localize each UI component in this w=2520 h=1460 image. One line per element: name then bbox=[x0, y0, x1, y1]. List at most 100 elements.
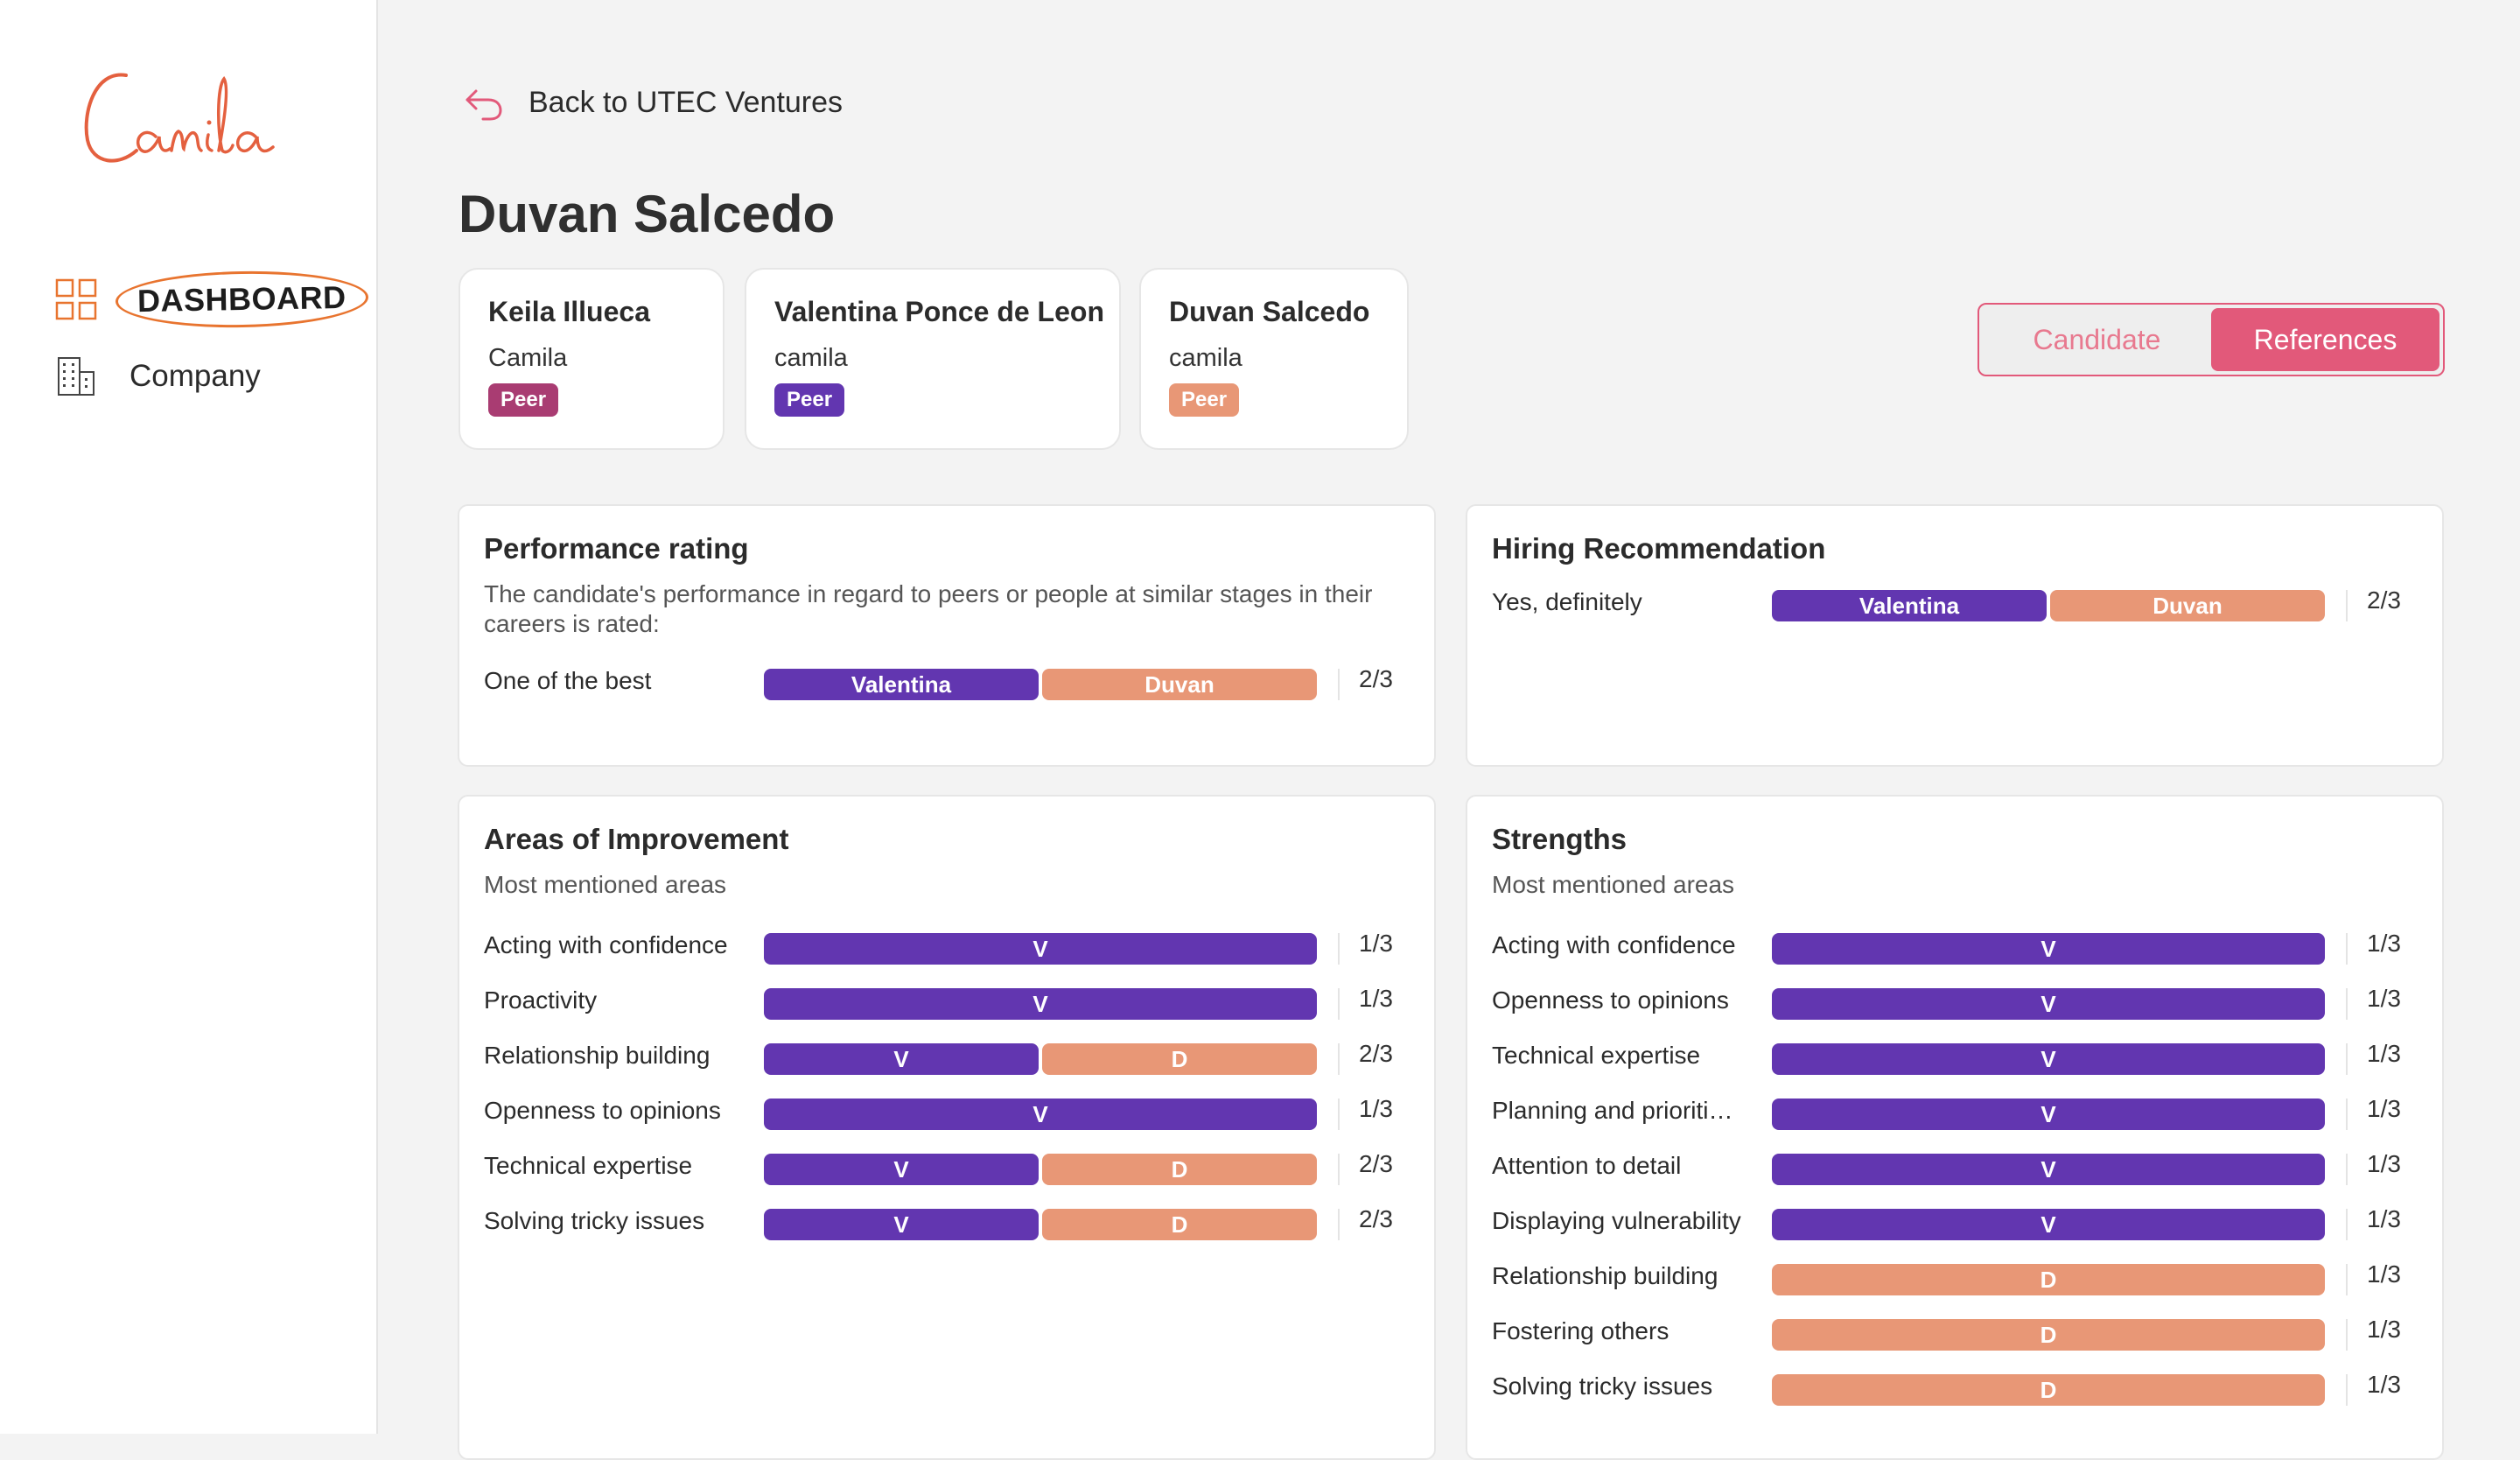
divider bbox=[1338, 1099, 1340, 1130]
reference-bar: V bbox=[1772, 933, 2325, 965]
response-count: 1/3 bbox=[1359, 930, 1393, 957]
divider bbox=[2346, 1209, 2348, 1240]
candidate-tab[interactable]: Candidate bbox=[2033, 323, 2161, 355]
page-title: Duvan Salcedo bbox=[458, 185, 836, 243]
answer-label: Displaying vulnerability bbox=[1492, 1207, 1741, 1234]
sidebar-item-company[interactable]: Company bbox=[54, 354, 261, 398]
answer-row: Technical expertise V D 2/3 bbox=[484, 1148, 1411, 1185]
sidebar-item-label: Company bbox=[130, 359, 261, 393]
areas-of-improvement-panel: Areas of Improvement Most mentioned area… bbox=[458, 795, 1436, 1460]
panel-title: Hiring Recommendation bbox=[1492, 532, 1826, 565]
divider bbox=[1338, 933, 1340, 965]
panel-subtitle: Most mentioned areas bbox=[484, 871, 727, 898]
bar-segment-purple: V bbox=[1772, 1154, 2325, 1185]
reference-company: camila bbox=[774, 344, 848, 372]
relationship-badge: Peer bbox=[774, 383, 845, 417]
back-link[interactable]: Back to UTEC Ventures bbox=[462, 81, 843, 124]
reference-name: Duvan Salcedo bbox=[1169, 296, 1370, 327]
bar-segment-orange: D bbox=[1772, 1319, 2325, 1351]
sidebar: DASHBOARD Company bbox=[0, 0, 378, 1434]
reference-name: Keila Illueca bbox=[488, 296, 650, 327]
reference-card[interactable]: Valentina Ponce de Leon camila Peer bbox=[745, 268, 1121, 450]
answer-label: Attention to detail bbox=[1492, 1152, 1682, 1179]
reference-bar: V bbox=[1772, 988, 2325, 1020]
response-count: 1/3 bbox=[2367, 1205, 2401, 1232]
reference-bar: V bbox=[1772, 1043, 2325, 1075]
references-tab[interactable]: References bbox=[2211, 308, 2440, 371]
response-count: 2/3 bbox=[2367, 586, 2401, 614]
answer-label: One of the best bbox=[484, 667, 652, 694]
sidebar-item-label: DASHBOARD bbox=[115, 269, 369, 330]
reference-company: camila bbox=[1169, 344, 1242, 372]
answer-label: Openness to opinions bbox=[1492, 986, 1729, 1014]
hiring-recommendation-panel: Hiring Recommendation Yes, definitely Val… bbox=[1466, 504, 2444, 767]
response-count: 1/3 bbox=[2367, 1316, 2401, 1343]
answer-label: Proactivity bbox=[484, 986, 598, 1014]
bar-segment-purple: V bbox=[1772, 1209, 2325, 1240]
reference-bar: D bbox=[1772, 1374, 2325, 1406]
panel-title: Areas of Improvement bbox=[484, 823, 789, 855]
reference-card[interactable]: Keila Illueca Camila Peer bbox=[458, 268, 724, 450]
relationship-badge: Peer bbox=[1169, 383, 1240, 417]
answer-row: Acting with confidence V 1/3 bbox=[484, 928, 1411, 965]
bar-segment-orange: D bbox=[1772, 1264, 2325, 1295]
answer-row: Solving tricky issues D 1/3 bbox=[1492, 1369, 2419, 1406]
sidebar-item-dashboard[interactable]: DASHBOARD bbox=[54, 269, 369, 330]
answer-label: Solving tricky issues bbox=[484, 1207, 705, 1234]
bar-segment-purple: V bbox=[764, 1099, 1317, 1130]
answer-row: Solving tricky issues V D 2/3 bbox=[484, 1204, 1411, 1240]
bar-segment-purple: V bbox=[764, 988, 1317, 1020]
bar-segment-purple: V bbox=[1772, 933, 2325, 965]
reference-name: Valentina Ponce de Leon bbox=[774, 296, 1104, 327]
reference-card[interactable]: Duvan Salcedo camila Peer bbox=[1139, 268, 1409, 450]
response-count: 2/3 bbox=[1359, 1040, 1393, 1067]
bar-segment-orange: D bbox=[1772, 1374, 2325, 1406]
bar-segment-orange: D bbox=[1042, 1043, 1317, 1075]
performance-rating-panel: Performance rating The candidate's perfo… bbox=[458, 504, 1436, 767]
relationship-badge: Peer bbox=[488, 383, 559, 417]
response-count: 2/3 bbox=[1359, 665, 1393, 692]
answer-row: Openness to opinions V 1/3 bbox=[484, 1093, 1411, 1130]
back-arrow-icon bbox=[466, 89, 502, 121]
answer-row: Planning and prioriti… V 1/3 bbox=[1492, 1093, 2419, 1130]
bar-segment-purple: V bbox=[764, 933, 1317, 965]
answer-label: Acting with confidence bbox=[1492, 931, 1736, 958]
answer-row: Relationship building D 1/3 bbox=[1492, 1259, 2419, 1295]
reference-bar: D bbox=[1772, 1319, 2325, 1351]
bar-segment-orange: Duvan bbox=[2050, 590, 2325, 621]
answer-row: Attention to detail V 1/3 bbox=[1492, 1148, 2419, 1185]
grid-icon bbox=[55, 278, 97, 320]
answer-row: Fostering others D 1/3 bbox=[1492, 1314, 2419, 1351]
back-link-label: Back to UTEC Ventures bbox=[528, 85, 844, 119]
answer-row: Relationship building V D 2/3 bbox=[484, 1038, 1411, 1075]
bar-segment-purple: V bbox=[1772, 988, 2325, 1020]
answer-row: Technical expertise V 1/3 bbox=[1492, 1038, 2419, 1075]
divider bbox=[2346, 933, 2348, 965]
building-icon bbox=[58, 357, 94, 396]
view-toggle: Candidate References bbox=[1978, 303, 2445, 376]
bar-segment-purple: Valentina bbox=[764, 669, 1039, 700]
response-count: 1/3 bbox=[2367, 1040, 2401, 1067]
camila-logo[interactable] bbox=[75, 53, 303, 184]
reference-bar: V bbox=[764, 988, 1317, 1020]
answer-row: Proactivity V 1/3 bbox=[484, 983, 1411, 1020]
bar-segment-purple: V bbox=[764, 1209, 1039, 1240]
answer-row: Openness to opinions V 1/3 bbox=[1492, 983, 2419, 1020]
answer-label: Openness to opinions bbox=[484, 1097, 721, 1124]
answer-label: Solving tricky issues bbox=[1492, 1372, 1713, 1400]
reference-company: Camila bbox=[488, 344, 568, 372]
divider bbox=[1338, 1043, 1340, 1075]
strengths-panel: Strengths Most mentioned areas Acting wi… bbox=[1466, 795, 2444, 1460]
bar-segment-orange: D bbox=[1042, 1154, 1317, 1185]
bar-segment-orange: D bbox=[1042, 1209, 1317, 1240]
response-count: 1/3 bbox=[2367, 1371, 2401, 1398]
panel-subtitle: Most mentioned areas bbox=[1492, 871, 1735, 898]
answer-label: Technical expertise bbox=[484, 1152, 693, 1179]
answer-label: Acting with confidence bbox=[484, 931, 728, 958]
answer-row: Acting with confidence V 1/3 bbox=[1492, 928, 2419, 965]
answer-label: Technical expertise bbox=[1492, 1042, 1701, 1069]
answer-label: Planning and prioriti… bbox=[1492, 1097, 1733, 1124]
bar-segment-purple: Valentina bbox=[1772, 590, 2047, 621]
